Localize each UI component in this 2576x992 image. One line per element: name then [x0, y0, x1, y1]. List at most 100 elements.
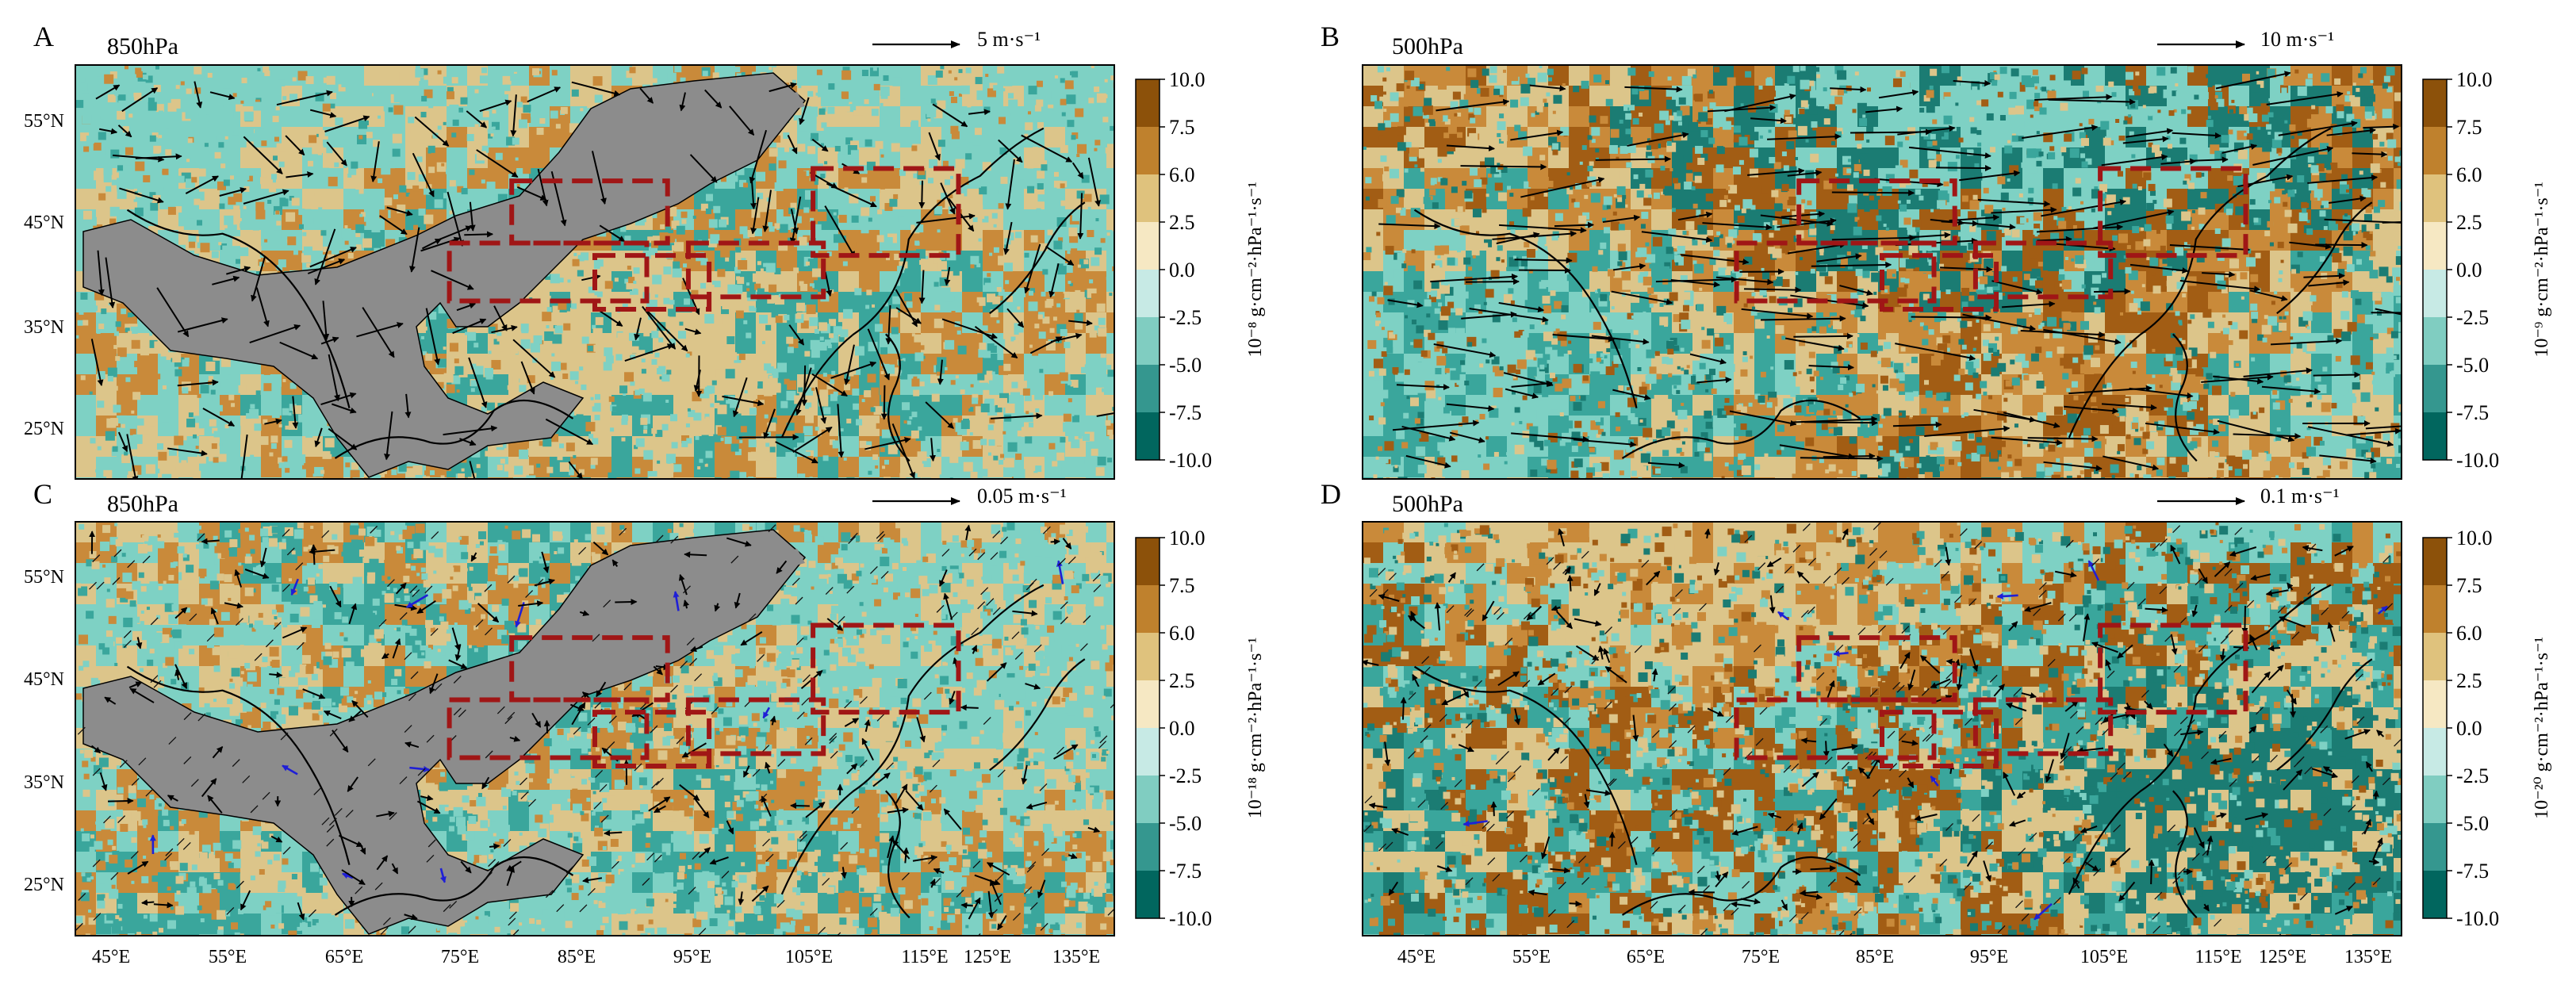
wind-vector — [1953, 79, 1991, 86]
wind-vector — [1569, 900, 1582, 907]
wind-vector — [1914, 814, 1938, 822]
wind-vector — [2319, 454, 2377, 465]
wind-vector — [998, 139, 1023, 163]
colorbar-tick-label: 2.5 — [2456, 211, 2482, 234]
reference-label-d: 0.1 m·s⁻¹ — [2260, 485, 2340, 507]
lat-label: 25°N — [24, 875, 64, 895]
lon-label: 55°E — [209, 947, 247, 967]
wind-vector — [1767, 133, 1842, 140]
wind-vector — [409, 227, 420, 273]
wind-vector — [639, 87, 654, 104]
panel-letter-b: B — [1321, 21, 1340, 52]
wind-vector — [1907, 777, 1915, 789]
map-frame — [1362, 521, 2402, 936]
wind-vector — [749, 129, 768, 184]
map-c — [75, 521, 1115, 936]
wind-vector — [761, 795, 772, 817]
wind-vector — [1511, 380, 1553, 388]
wind-vector — [326, 141, 347, 167]
wind-vector — [805, 802, 826, 818]
wind-vector — [2376, 730, 2385, 737]
wind-vector — [1462, 820, 1488, 827]
wind-vector — [1597, 645, 1604, 660]
wind-vector — [1045, 246, 1075, 266]
wind-vector — [750, 197, 760, 235]
colorbar-tick-label: 6.0 — [1169, 163, 1195, 186]
colorbar-swatch — [2423, 412, 2447, 461]
wind-vector — [1769, 595, 1776, 614]
wind-vector — [1823, 741, 1830, 758]
wind-vector — [2110, 847, 2131, 867]
colorbar-tick-label: -10.0 — [2456, 907, 2499, 930]
wind-vector — [1930, 678, 1951, 688]
wind-vector — [1646, 570, 1661, 586]
wind-vector — [543, 719, 550, 733]
wind-vector — [1941, 220, 1979, 227]
wind-vector — [2279, 616, 2306, 628]
wind-vector — [276, 90, 333, 106]
wind-vector — [1924, 425, 2011, 437]
colorbar-a: 10.0 7.5 6.0 2.5 0.0 -2.5 -5.0 -7.5 -10.0 — [1135, 68, 1212, 472]
lat-label: 35°N — [24, 317, 64, 338]
panel-letter-d: D — [1321, 478, 1341, 510]
wind-vector — [790, 209, 799, 235]
wind-vector — [255, 287, 270, 327]
lon-label: 105°E — [785, 947, 833, 967]
wind-vector — [1945, 546, 1952, 566]
colorbar-tick-label: -2.5 — [2456, 764, 2489, 787]
map-a — [75, 64, 1115, 480]
colorbar-tick-label: 7.5 — [2456, 116, 2482, 139]
wind-vector — [477, 603, 500, 623]
colorbar-swatch — [1136, 79, 1160, 128]
wind-vector — [1430, 273, 1519, 283]
wind-vector — [356, 322, 404, 338]
wind-vector — [338, 834, 363, 848]
wind-vector — [634, 317, 642, 341]
wind-vector — [2068, 385, 2152, 395]
wind-vector — [219, 187, 247, 197]
wind-vector — [1551, 605, 1561, 611]
colorbar-swatch — [2423, 776, 2447, 824]
wind-vector — [1497, 671, 1520, 687]
wind-vector — [2344, 729, 2371, 740]
wind-vector — [1446, 403, 1495, 412]
wind-vector — [310, 544, 317, 565]
wind-vector — [1077, 193, 1084, 239]
colorbar-tick-label: 2.5 — [1169, 669, 1195, 692]
wind-vector — [1704, 528, 1711, 539]
wind-vector — [429, 673, 439, 695]
wind-vector — [1777, 611, 1789, 621]
wind-vector — [1804, 893, 1823, 900]
wind-vector — [320, 336, 339, 345]
wind-vector — [270, 835, 283, 843]
wind-vector — [749, 178, 757, 210]
wind-vector — [129, 688, 155, 703]
wind-vector — [202, 408, 236, 427]
wind-vector — [249, 324, 301, 344]
wind-vector — [645, 308, 688, 352]
wind-vector — [2202, 903, 2210, 912]
wind-vector — [1991, 436, 2064, 446]
wind-vector — [1793, 332, 1853, 339]
wind-vector — [1510, 129, 1564, 141]
wind-vector — [1505, 388, 1539, 400]
wind-vector — [1810, 865, 1837, 872]
wind-vector — [2118, 881, 2136, 902]
wind-vector — [1363, 659, 1379, 666]
wind-vector — [244, 569, 270, 580]
wind-vector — [591, 151, 607, 205]
wind-vector — [844, 344, 855, 385]
wind-vector — [1378, 593, 1400, 602]
wind-vector — [864, 718, 871, 732]
wind-vector — [1839, 285, 1873, 296]
wind-vector — [128, 681, 143, 688]
wind-vector — [153, 902, 174, 909]
wind-vector — [734, 592, 741, 609]
wind-vector — [117, 431, 128, 453]
wind-vector — [987, 891, 995, 919]
wind-vector — [2101, 403, 2157, 411]
wind-vector — [516, 186, 547, 201]
wind-vector — [314, 228, 336, 285]
colorbar-swatch — [1136, 776, 1160, 824]
